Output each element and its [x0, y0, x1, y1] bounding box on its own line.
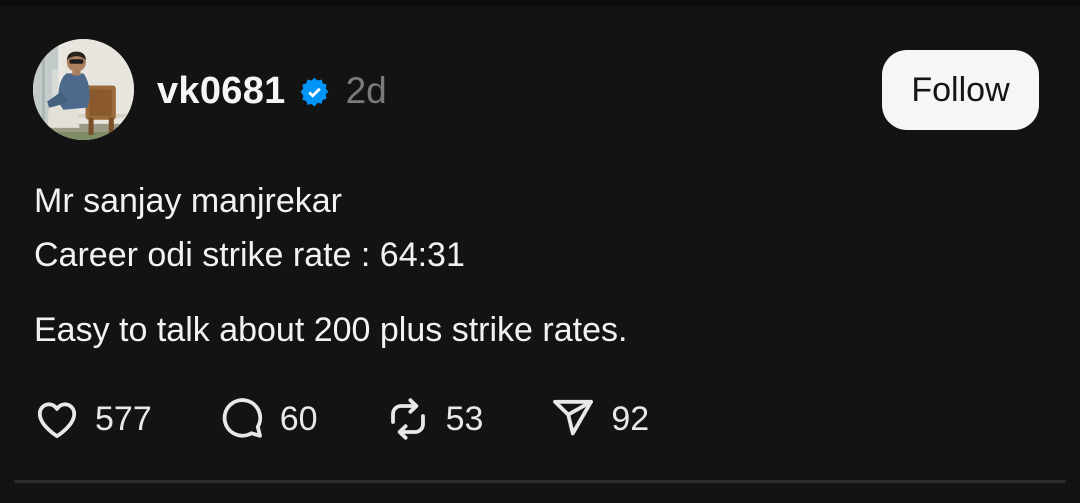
repost-icon [390, 398, 425, 440]
comment-button[interactable]: 60 [218, 395, 318, 443]
post-text-line: Mr sanjay manjrekar [34, 182, 342, 220]
comment-icon [222, 398, 262, 438]
username[interactable]: vk0681 [157, 69, 286, 112]
like-count: 577 [95, 399, 152, 438]
comment-count: 60 [279, 399, 318, 438]
post-body: Mr sanjay manjrekar Career odi strike ra… [34, 174, 1034, 357]
timestamp: 2d [345, 70, 387, 111]
verified-badge-icon [300, 77, 328, 107]
heart-icon [37, 402, 77, 439]
share-icon [553, 399, 594, 436]
top-edge-divider [0, 0, 1080, 6]
share-count: 92 [611, 399, 650, 438]
follow-button[interactable]: Follow [882, 50, 1039, 130]
action-bar: 577 60 53 92 [33, 395, 649, 443]
repost-button[interactable]: 53 [384, 395, 484, 443]
post-header: vk0681 2d [157, 70, 387, 112]
avatar[interactable] [33, 39, 134, 140]
share-button[interactable]: 92 [549, 395, 649, 443]
avatar-photo [33, 39, 134, 140]
post-text-line: Career odi strike rate : 64:31 [34, 236, 465, 274]
like-button[interactable]: 577 [33, 395, 152, 443]
post-text-line: Easy to talk about 200 plus strike rates… [34, 311, 628, 349]
repost-count: 53 [445, 399, 484, 438]
divider [14, 480, 1066, 483]
